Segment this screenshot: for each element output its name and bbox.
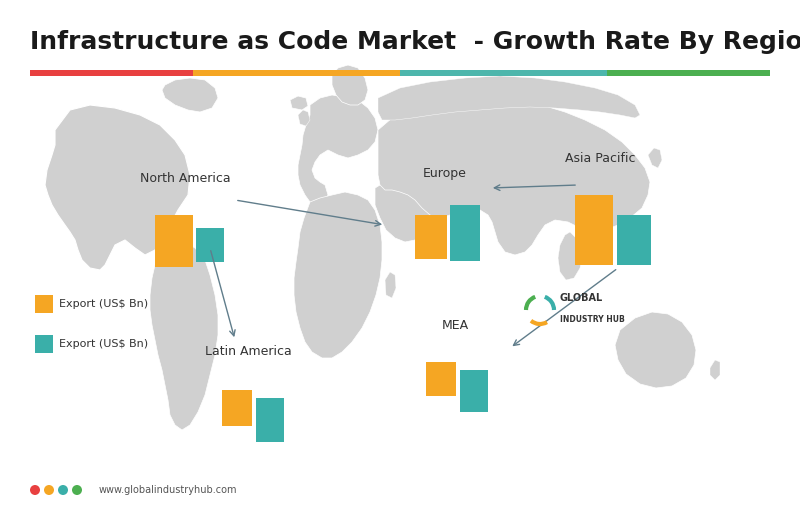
Bar	[617, 215, 651, 265]
Bar	[607, 70, 770, 76]
Polygon shape	[385, 272, 396, 298]
Circle shape	[58, 485, 68, 495]
Bar	[450, 205, 480, 261]
Text: Infrastructure as Code Market  - Growth Rate By Region: Infrastructure as Code Market - Growth R…	[30, 30, 800, 54]
Bar	[415, 215, 447, 259]
Bar	[196, 228, 224, 262]
Circle shape	[30, 485, 40, 495]
Polygon shape	[378, 98, 650, 255]
Polygon shape	[558, 232, 582, 280]
Polygon shape	[294, 192, 382, 358]
Polygon shape	[162, 78, 218, 112]
Bar	[35, 295, 53, 313]
Polygon shape	[375, 180, 432, 242]
Text: GLOBAL: GLOBAL	[560, 293, 603, 303]
Bar	[35, 335, 53, 353]
Bar	[575, 195, 613, 265]
Bar	[155, 215, 193, 267]
Polygon shape	[332, 65, 368, 105]
Bar	[30, 70, 193, 76]
Polygon shape	[648, 148, 662, 168]
Text: Asia Pacific: Asia Pacific	[565, 152, 635, 165]
Polygon shape	[710, 360, 720, 380]
Bar	[256, 398, 284, 442]
Text: Export (US$ Bn): Export (US$ Bn)	[59, 299, 148, 309]
Text: MEA: MEA	[442, 319, 469, 332]
Polygon shape	[290, 96, 308, 110]
Text: North America: North America	[140, 172, 230, 185]
Bar	[193, 70, 400, 76]
Text: www.globalindustryhub.com: www.globalindustryhub.com	[99, 485, 238, 495]
Bar	[460, 370, 488, 412]
Polygon shape	[298, 95, 378, 205]
Polygon shape	[378, 76, 640, 120]
Polygon shape	[298, 110, 310, 126]
Text: Export (US$ Bn): Export (US$ Bn)	[59, 339, 148, 349]
Bar	[222, 390, 252, 426]
Bar	[400, 70, 607, 76]
Text: Latin America: Latin America	[205, 345, 291, 358]
Text: INDUSTRY HUB: INDUSTRY HUB	[560, 315, 625, 324]
Text: Europe: Europe	[423, 167, 467, 180]
Circle shape	[44, 485, 54, 495]
Circle shape	[72, 485, 82, 495]
Polygon shape	[45, 105, 190, 270]
Polygon shape	[615, 312, 696, 388]
Polygon shape	[150, 238, 218, 430]
Bar	[426, 362, 456, 396]
